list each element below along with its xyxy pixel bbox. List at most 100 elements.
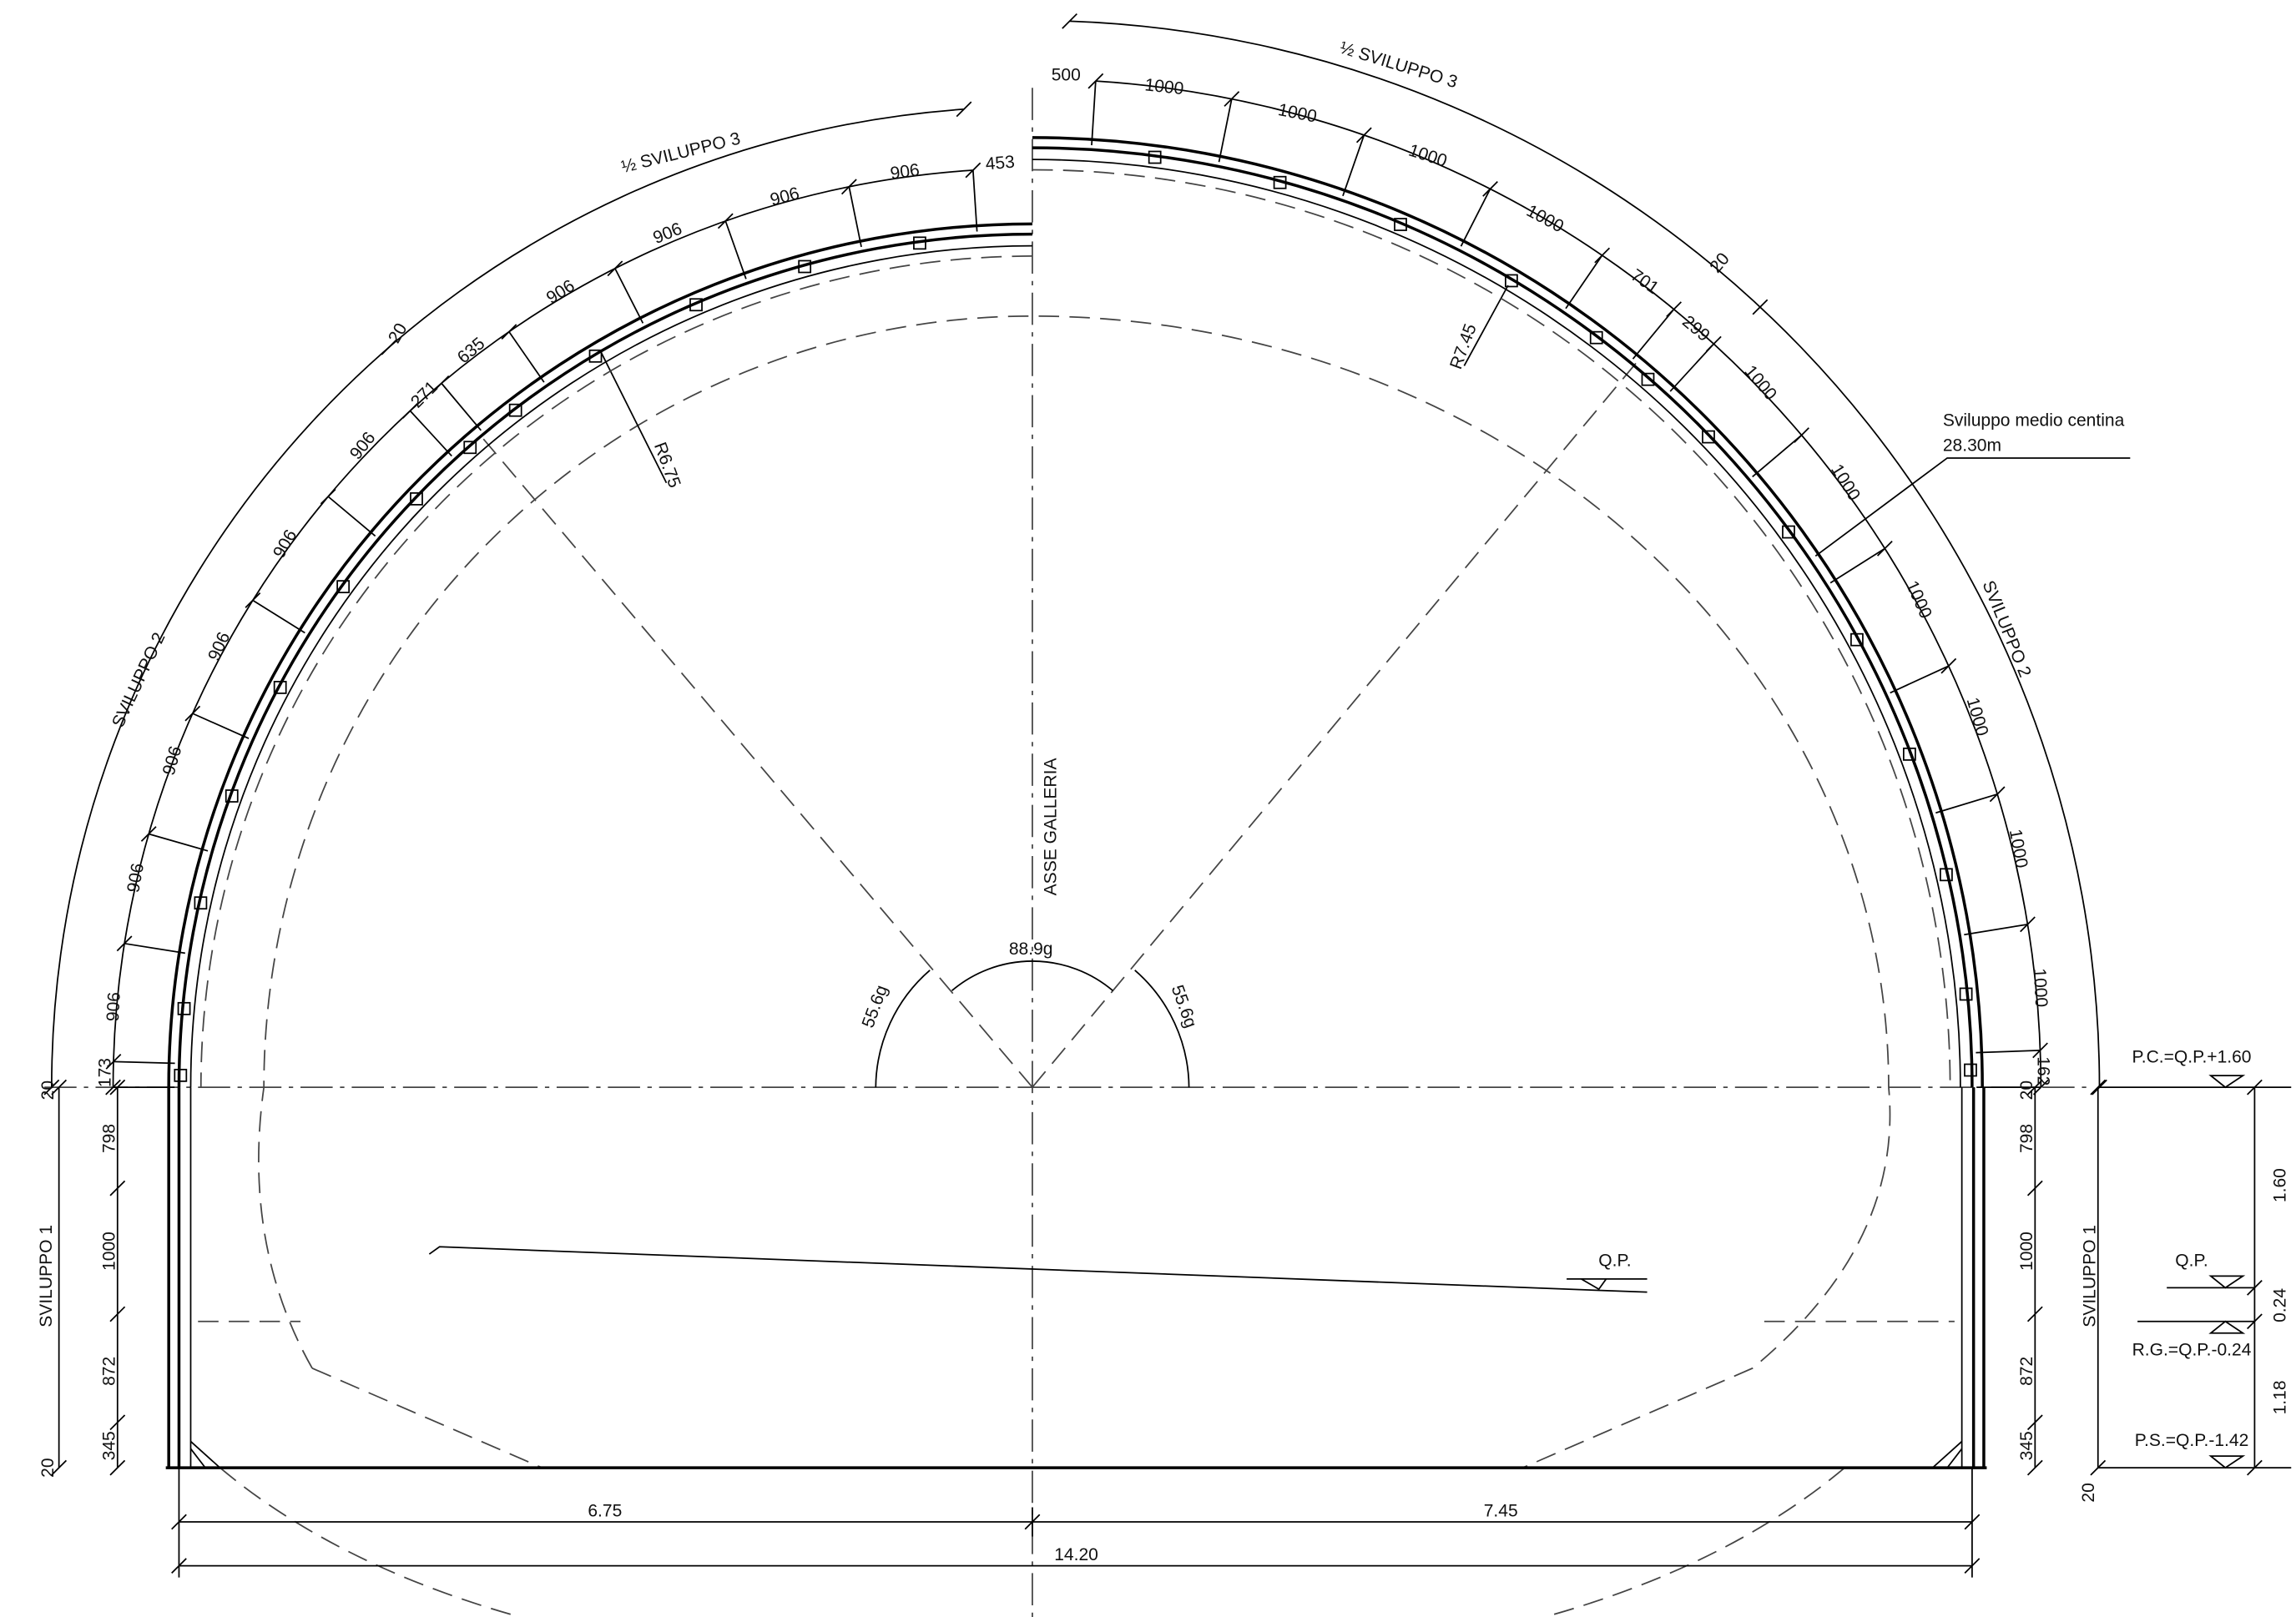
dim-tick (109, 1180, 126, 1196)
dim-tick (171, 1514, 187, 1530)
leader (1565, 254, 1603, 310)
dimension-label: 20 (38, 1458, 58, 1477)
rib-joint (798, 259, 812, 274)
dimension-label: 271 (407, 377, 442, 411)
leader (1935, 793, 1998, 814)
leader (1976, 1049, 2041, 1054)
dim-arc (1095, 80, 2042, 1088)
haunch (189, 1440, 1963, 1468)
dim-tick (1964, 1514, 1981, 1530)
dimension-label: 1000 (1406, 141, 1450, 171)
rib-joint (689, 298, 703, 312)
rib-joint (1850, 632, 1864, 647)
dim-tick (184, 705, 201, 722)
dim-tick (1062, 13, 1077, 29)
dimension-label: 20 (2079, 1483, 2098, 1502)
leader (1218, 98, 1233, 163)
dimension-label: SVILUPPO 1 (2081, 1225, 2100, 1327)
dim-tick (2247, 1279, 2263, 1296)
leader (724, 220, 747, 280)
leader (848, 186, 862, 248)
dimension-label: 1000 (100, 1232, 119, 1271)
rib-joint (336, 580, 351, 594)
dimension-label: 162 (2034, 1056, 2053, 1086)
leader (113, 1060, 175, 1065)
lining-left (167, 222, 1032, 1088)
dimension-label: 0.24 (2271, 1288, 2290, 1322)
rib-joint (177, 1001, 191, 1015)
road-surface (428, 1246, 1648, 1293)
leader (1632, 309, 1675, 360)
dim-tick (2092, 1079, 2107, 1096)
excavation-profile (258, 315, 1891, 1468)
leader (614, 268, 644, 324)
leader (1669, 343, 1714, 392)
dim-tick (109, 1459, 126, 1476)
dim-tick (1087, 73, 1104, 89)
dimension-label: P.C.=Q.P.+1.60 (2132, 1048, 2251, 1067)
dimension-label: 1.18 (2271, 1380, 2290, 1414)
dimension-label: 906 (650, 219, 684, 248)
dim-tick (1964, 1558, 1981, 1574)
dim-tick (2090, 1079, 2107, 1096)
note-leader (1814, 457, 2131, 557)
dimension-label: 14.20 (1054, 1545, 1098, 1564)
rib-joint (913, 236, 926, 250)
dim-tick (43, 1079, 60, 1096)
dim-tick (2247, 1079, 2263, 1096)
outer-dim-arc (1069, 20, 2101, 1088)
angle-arcs (875, 960, 1190, 1088)
dimension-label: SVILUPPO 2 (1978, 578, 2034, 680)
dimension-label: Q.P. (2175, 1251, 2208, 1270)
dim-tick (51, 1079, 68, 1096)
dim-tick (1224, 91, 1240, 107)
dim-arc (112, 169, 973, 1088)
dim-tick (2090, 1459, 2107, 1476)
dim-tick (433, 375, 450, 391)
rib-joint (1394, 218, 1407, 231)
dim-tick (109, 1079, 126, 1096)
dimension-label: P.S.=Q.P.-1.42 (2135, 1431, 2249, 1450)
lining-right (1032, 159, 1961, 1088)
dim-tick (956, 101, 972, 118)
dim-tick (2026, 1459, 2043, 1476)
rib-joint (1505, 274, 1518, 288)
dim-tick (109, 1414, 126, 1431)
dim-tick (1024, 1514, 1041, 1530)
dim-tick (320, 488, 336, 505)
dimension-label: 635 (454, 334, 489, 367)
rib-joint (463, 441, 477, 455)
dim-tick (1876, 541, 1893, 557)
leader (327, 496, 376, 537)
dim-tick (109, 1306, 126, 1322)
leader (1829, 547, 1885, 584)
level-mark (1567, 1277, 1648, 1291)
dimension-label: 1000 (1963, 695, 1992, 738)
leader (508, 331, 545, 383)
lining-left (199, 255, 1032, 1088)
dimension-label: 500 (1052, 66, 1081, 85)
rib-joint (194, 896, 208, 910)
dimension-label: 798 (100, 1124, 119, 1153)
dimension-label: 906 (204, 629, 234, 663)
dimension-label: 906 (159, 744, 186, 778)
leader (1342, 134, 1365, 197)
rib-joint (1589, 330, 1603, 345)
dimension-label: 1.60 (2271, 1168, 2290, 1202)
rib-joint (273, 681, 287, 694)
dimension-label: 20 (38, 1081, 58, 1100)
leader (1890, 665, 1950, 694)
lining-right (1032, 169, 1951, 1088)
rib-joint (1959, 987, 1973, 1001)
dim-tick (2247, 1313, 2263, 1330)
dim-tick (717, 213, 734, 229)
rib-joint (410, 492, 423, 506)
dimension-label: 20 (1706, 249, 1733, 277)
rib-joint (174, 1068, 188, 1082)
leader (409, 410, 452, 457)
dimension-label: 88.9g (1009, 939, 1053, 959)
dim-tick (2032, 1042, 2048, 1059)
dimension-label: 55.6g (859, 983, 892, 1030)
dimension-label: 1000 (1143, 75, 1184, 98)
dim-tick (2026, 1079, 2043, 1096)
